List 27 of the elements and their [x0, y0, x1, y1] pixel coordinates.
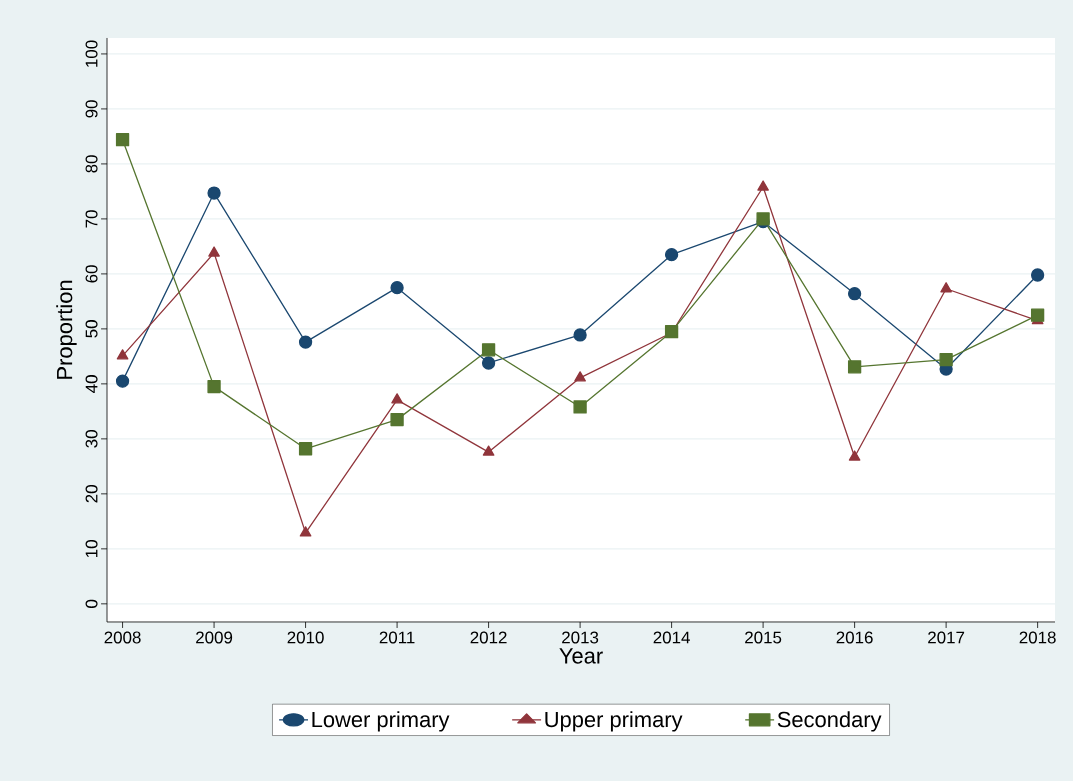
legend-label: Lower primary: [312, 711, 450, 732]
y-tick-label: 10: [85, 540, 98, 557]
x-tick-label: 2016: [836, 631, 873, 644]
x-tick-label: 2014: [653, 631, 690, 644]
legend-label: Secondary: [777, 711, 882, 732]
y-tick-label: 0: [85, 599, 98, 608]
x-tick-label: 2009: [196, 631, 233, 644]
x-tick-label: 2011: [379, 631, 415, 644]
legend-label: Upper primary: [545, 711, 683, 732]
y-tick-label: 60: [85, 265, 98, 283]
y-axis-title: Proportion: [56, 280, 77, 379]
y-tick-label: 20: [85, 485, 98, 503]
y-tick-label: 100: [85, 40, 98, 67]
x-tick-label: 2010: [287, 631, 324, 644]
x-tick-label: 2012: [470, 631, 507, 644]
x-axis-title: Year: [559, 648, 603, 664]
x-tick-label: 2008: [104, 631, 141, 644]
x-tick-label: 2015: [745, 631, 782, 644]
y-tick-label: 80: [85, 155, 98, 173]
x-tick-label: 2018: [1019, 631, 1056, 644]
x-tick-label: 2017: [928, 631, 965, 644]
y-tick-label: 50: [85, 320, 98, 338]
y-tick-label: 40: [85, 375, 98, 393]
y-tick-label: 30: [85, 430, 98, 448]
y-tick-label: 90: [85, 100, 98, 118]
x-tick-label: 2013: [562, 631, 599, 644]
y-tick-label: 70: [85, 210, 98, 228]
